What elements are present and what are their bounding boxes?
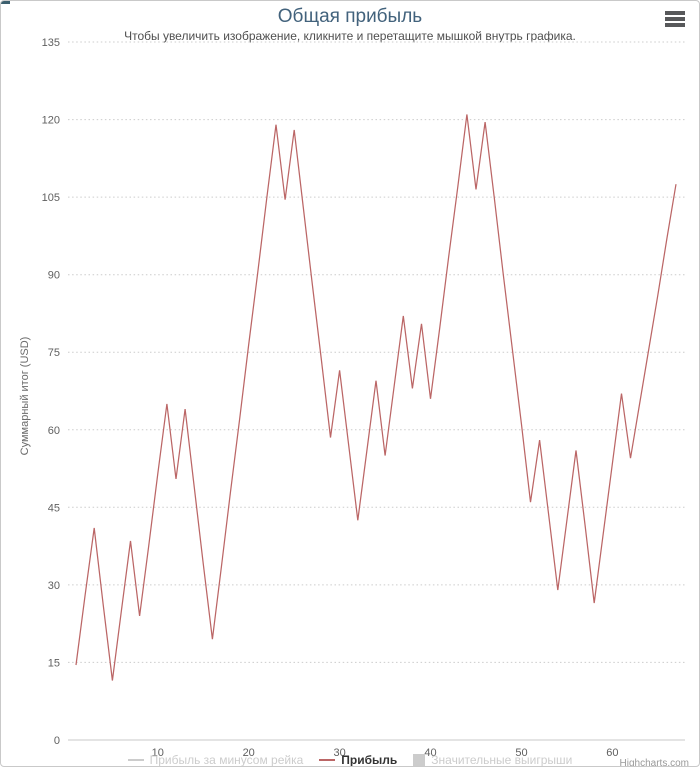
- chart-subtitle: Чтобы увеличить изображение, кликните и …: [124, 29, 576, 43]
- x-tick-label: 10: [152, 747, 164, 759]
- hamburger-icon: [665, 17, 685, 21]
- legend: Прибыль за минусом рейка Прибыль Значитель…: [1, 753, 699, 767]
- legend-line-swatch: [319, 759, 336, 761]
- y-tick-label: 75: [48, 347, 60, 359]
- x-tick-label: 50: [515, 747, 527, 759]
- x-tick-label: 20: [243, 747, 255, 759]
- y-tick-label: 0: [54, 735, 60, 747]
- x-tick-label: 40: [424, 747, 436, 759]
- profit-line-series: [75, 114, 677, 681]
- screen-edge-artifact: [1, 1, 10, 4]
- chart-title: Общая прибыль: [277, 6, 423, 27]
- y-axis-title: Суммарный итог (USD): [19, 337, 31, 456]
- y-tick-label: 30: [48, 580, 60, 592]
- legend-line-swatch: [127, 759, 144, 761]
- y-tick-label: 120: [42, 115, 60, 127]
- y-tick-label: 15: [48, 657, 60, 669]
- legend-item-label: Прибыль за минусом рейка: [149, 753, 304, 767]
- x-tick-label: 30: [333, 747, 345, 759]
- export-menu-button[interactable]: [665, 11, 685, 27]
- hamburger-icon: [665, 11, 685, 15]
- x-tick-label: 60: [606, 747, 618, 759]
- y-tick-label: 45: [48, 502, 60, 514]
- legend-item[interactable]: Прибыль: [319, 753, 398, 767]
- legend-item-label: Значительные выигрыши: [431, 753, 573, 767]
- credits-link[interactable]: Highcharts.com: [619, 758, 689, 767]
- legend-item[interactable]: Прибыль за минусом рейка: [127, 753, 304, 767]
- y-tick-label: 105: [42, 192, 60, 204]
- legend-square-swatch: [413, 754, 426, 766]
- legend-item-label: Прибыль: [341, 753, 398, 767]
- y-tick-label: 90: [48, 270, 60, 282]
- hamburger-icon: [665, 23, 685, 27]
- legend-item[interactable]: Значительные выигрыши: [413, 753, 573, 767]
- y-tick-label: 60: [48, 425, 60, 437]
- y-tick-label: 135: [42, 37, 60, 49]
